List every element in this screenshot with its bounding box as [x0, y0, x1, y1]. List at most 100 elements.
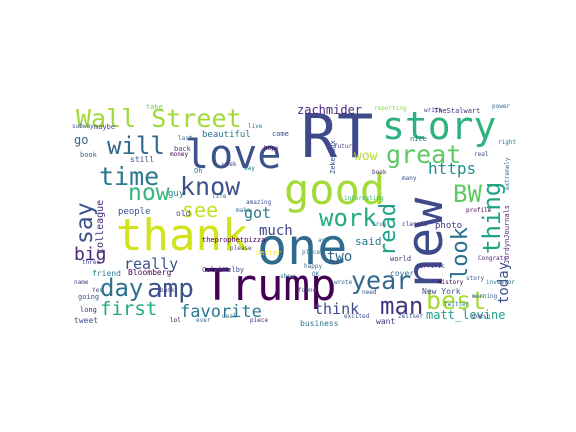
word: want	[376, 317, 396, 326]
word: old	[176, 209, 191, 218]
word: deal	[222, 313, 237, 320]
word: bank	[160, 287, 175, 294]
word: hope	[264, 145, 279, 152]
word: right	[498, 139, 517, 146]
word: back	[174, 145, 191, 153]
word: Trump	[204, 260, 337, 311]
word: history	[438, 279, 464, 286]
word: story	[382, 104, 497, 148]
word: make	[236, 207, 251, 214]
word: will	[107, 132, 165, 160]
word: beautiful	[202, 130, 251, 140]
word: Wall Street	[76, 104, 242, 133]
word: world	[390, 255, 412, 263]
word: look	[448, 227, 473, 280]
word: now	[128, 180, 170, 206]
word: ask	[318, 237, 329, 244]
word: RT	[301, 104, 374, 172]
word: nice	[410, 135, 427, 143]
word: two	[327, 249, 353, 265]
word: still	[130, 155, 155, 164]
word: work	[319, 204, 377, 232]
word: ever	[196, 317, 211, 324]
word: first	[100, 298, 158, 320]
word: come	[272, 130, 289, 138]
word: much	[259, 223, 293, 239]
word: amazing	[246, 199, 272, 206]
word: extremely	[504, 157, 511, 190]
word: OK	[312, 271, 320, 278]
word: year	[351, 266, 412, 295]
word: thing	[478, 181, 506, 254]
word: place	[302, 249, 321, 256]
word: week	[222, 161, 237, 168]
word: go	[74, 133, 89, 147]
word: book	[80, 151, 97, 159]
word: investor	[486, 279, 515, 286]
word: reporting	[374, 105, 407, 112]
word: zeitser	[398, 313, 424, 320]
word-cloud: RT new one Trump thank good love story W…	[72, 104, 518, 328]
word: photo	[435, 221, 463, 231]
word: write	[424, 107, 443, 114]
word: Yes	[92, 287, 103, 294]
word: money	[170, 151, 189, 158]
word: maybe	[94, 123, 116, 131]
word: matt_levine	[426, 308, 506, 322]
word: think	[314, 300, 360, 318]
word: thank	[116, 210, 249, 261]
word: show	[280, 273, 295, 280]
word: subway	[72, 123, 94, 130]
word: Congrats	[478, 255, 507, 262]
word: amp	[147, 274, 194, 304]
word: friend	[92, 269, 121, 278]
word: profile	[466, 207, 492, 214]
word: tweet	[74, 316, 99, 325]
word: say	[72, 202, 98, 244]
word: guy	[168, 189, 185, 199]
word: name	[74, 279, 89, 286]
word: see	[182, 198, 219, 222]
word: Oh	[194, 167, 203, 175]
word: doesn	[472, 313, 491, 320]
word: wrote	[334, 279, 353, 286]
word: read	[376, 203, 401, 256]
word: time	[99, 162, 160, 191]
word: lol	[170, 317, 181, 324]
word: better	[256, 249, 282, 257]
word: last	[178, 135, 193, 142]
word: CalebMelby	[202, 266, 245, 274]
word: future	[334, 143, 356, 150]
word: true	[372, 221, 387, 228]
word: best	[426, 286, 487, 315]
word: one	[257, 218, 348, 276]
word: know	[180, 172, 241, 201]
word: real	[474, 151, 489, 158]
word: morning	[472, 293, 498, 300]
word: piece	[250, 317, 269, 324]
word: need	[362, 289, 377, 296]
word: day	[100, 274, 144, 302]
word: happy	[304, 263, 323, 270]
word: power	[492, 104, 511, 110]
word: story	[466, 275, 485, 282]
word: book	[372, 169, 387, 176]
word: live	[248, 123, 263, 130]
word: theprophetpizza	[202, 236, 266, 244]
word: good	[284, 165, 386, 214]
word: got	[244, 204, 272, 222]
word: way	[244, 165, 255, 172]
word: going	[78, 293, 100, 301]
word: https	[428, 159, 477, 178]
word: said	[355, 235, 382, 248]
word: interesting	[344, 195, 384, 202]
word: please	[230, 245, 252, 252]
word: wow	[354, 149, 378, 164]
word: excited	[344, 313, 370, 320]
word: business	[300, 319, 339, 328]
word: Bloomberg	[128, 268, 172, 277]
word: many	[402, 175, 417, 182]
word: man	[380, 292, 424, 320]
word: New York	[422, 287, 461, 296]
word: zachmider	[297, 104, 363, 117]
